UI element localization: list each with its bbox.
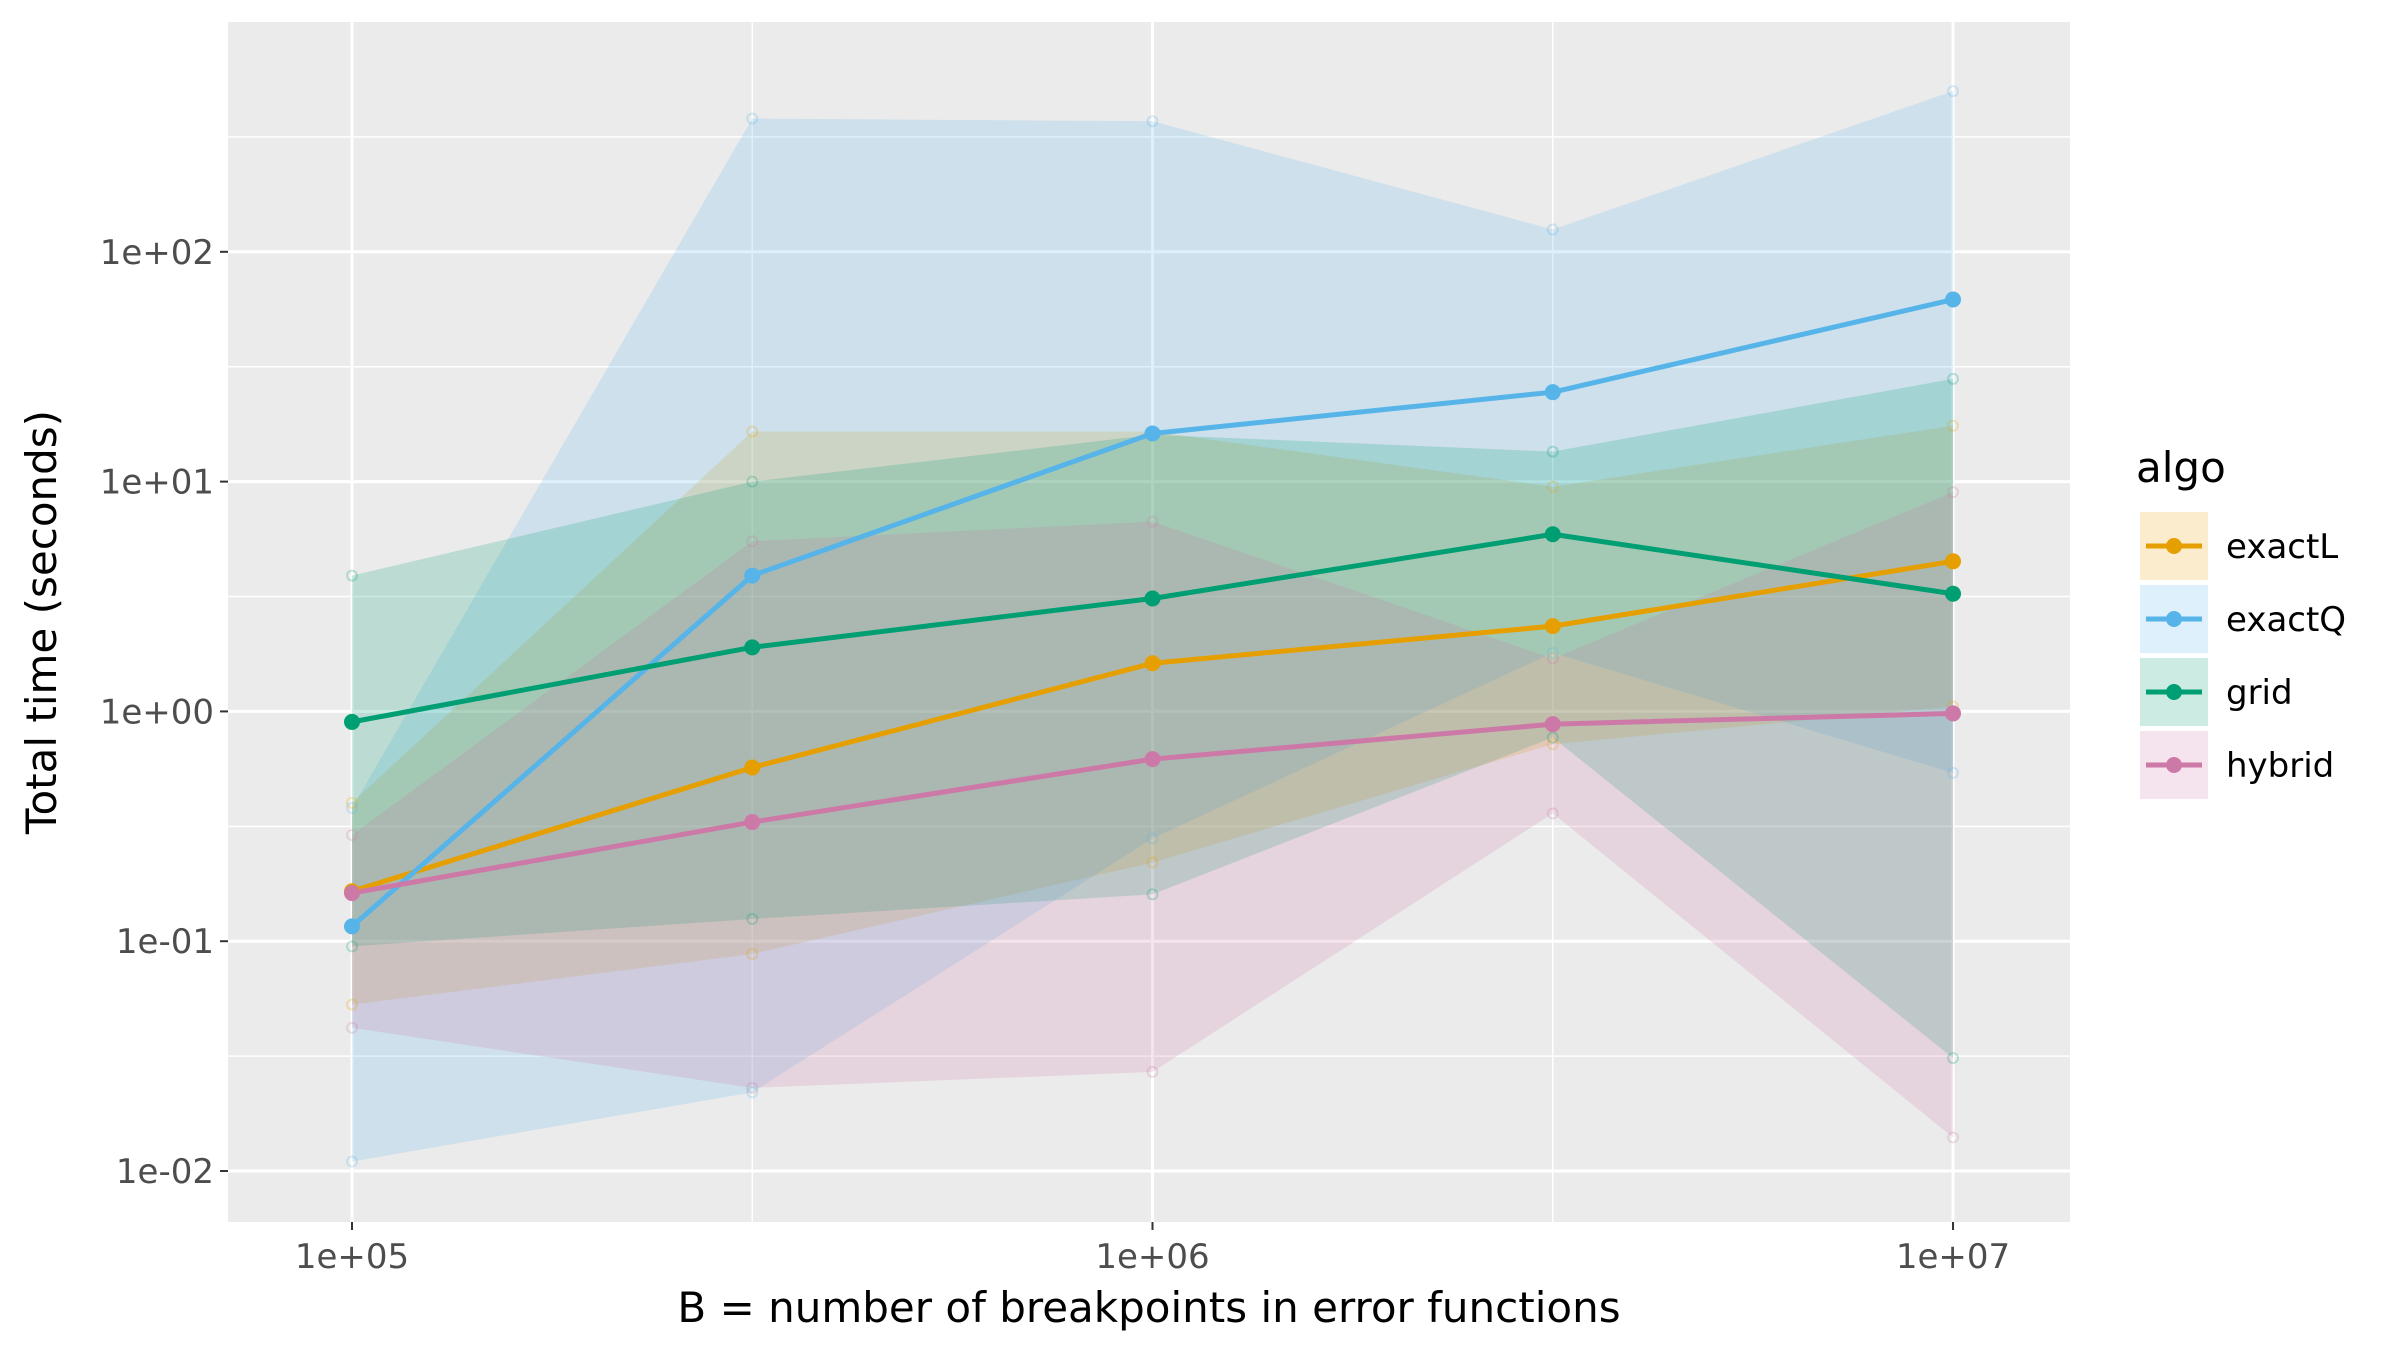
point-exactQ bbox=[344, 918, 361, 935]
ribbon-max-point-hybrid bbox=[1947, 486, 1960, 499]
x-tick-label: 1e+06 bbox=[1095, 1237, 1209, 1277]
point-grid bbox=[1544, 526, 1561, 543]
point-hybrid bbox=[1945, 705, 1962, 722]
point-exactQ bbox=[744, 567, 761, 584]
grid-major bbox=[228, 22, 2070, 1222]
point-hybrid bbox=[344, 885, 361, 902]
ribbon-max-point-exactQ bbox=[746, 112, 759, 125]
ribbon-max-point-exactQ bbox=[1546, 223, 1559, 236]
point-exactL bbox=[744, 759, 761, 776]
legend-key-point-exactQ bbox=[2166, 611, 2182, 627]
y-tick-label: 1e+00 bbox=[100, 692, 214, 732]
point-exactL bbox=[1144, 655, 1161, 672]
ribbon-max-point-exactL bbox=[1546, 480, 1559, 493]
point-exactQ bbox=[1945, 291, 1962, 308]
ribbon-min-point-grid bbox=[1947, 1052, 1960, 1065]
ribbon-min-point-hybrid bbox=[1546, 807, 1559, 820]
point-grid bbox=[744, 639, 761, 656]
series-points bbox=[344, 291, 1962, 935]
legend-key-point-exactL bbox=[2166, 538, 2182, 554]
ribbon-min-point-exactQ bbox=[1146, 832, 1159, 845]
ribbon-min-point-exactL bbox=[1546, 738, 1559, 751]
point-exactL bbox=[1945, 553, 1962, 570]
ribbon-max-point-exactL bbox=[746, 425, 759, 438]
ribbon-min-point-grid bbox=[746, 912, 759, 925]
ribbon-max-point-exactQ bbox=[346, 801, 359, 814]
ribbon-max-point-grid bbox=[1546, 445, 1559, 458]
ribbon-max-point-grid bbox=[1947, 372, 1960, 385]
point-hybrid bbox=[1544, 716, 1561, 733]
y-tick-label: 1e+02 bbox=[100, 233, 214, 273]
point-hybrid bbox=[744, 814, 761, 831]
ribbon-max-point-hybrid bbox=[1546, 652, 1559, 665]
point-grid bbox=[1144, 590, 1161, 607]
y-axis: 1e-02 1e-01 1e+00 1e+01 1e+02 bbox=[100, 233, 228, 1192]
legend-title: algo bbox=[2136, 443, 2226, 492]
x-tick-label: 1e+07 bbox=[1896, 1237, 2010, 1277]
ribbon-max-point-exactL bbox=[346, 796, 359, 809]
ribbon-max-point-grid bbox=[346, 569, 359, 582]
ribbon-max-point-grid bbox=[746, 475, 759, 488]
legend-label-exactL: exactL bbox=[2226, 527, 2338, 567]
ribbon-min-point-hybrid bbox=[1146, 1065, 1159, 1078]
point-exactL bbox=[1544, 618, 1561, 635]
ribbon-min-point-hybrid bbox=[346, 1021, 359, 1034]
plot-panel bbox=[228, 22, 2070, 1222]
ribbon-min-point-exactL bbox=[746, 947, 759, 960]
ribbon-min-point-exactQ bbox=[1546, 646, 1559, 659]
legend-key-point-hybrid bbox=[2166, 757, 2182, 773]
ribbon-max-point-hybrid bbox=[346, 828, 359, 841]
ribbon-max-point-exactQ bbox=[1947, 85, 1960, 98]
ribbon-min-point-exactL bbox=[1146, 856, 1159, 869]
ribbon-min-point-hybrid bbox=[746, 1081, 759, 1094]
ribbon-max-point-hybrid bbox=[746, 535, 759, 548]
legend-label-grid: grid bbox=[2226, 673, 2293, 713]
ribbon-min-point-hybrid bbox=[1947, 1131, 1960, 1144]
x-tick-label: 1e+05 bbox=[295, 1237, 409, 1277]
x-axis-title: B = number of breakpoints in error funct… bbox=[677, 1283, 1620, 1332]
ribbon-max-point-hybrid bbox=[1146, 515, 1159, 528]
point-exactQ bbox=[1144, 425, 1161, 442]
legend-label-exactQ: exactQ bbox=[2226, 600, 2346, 640]
legend-label-hybrid: hybrid bbox=[2226, 746, 2334, 786]
y-tick-label: 1e-02 bbox=[116, 1152, 214, 1192]
point-grid bbox=[344, 713, 361, 730]
point-exactQ bbox=[1544, 384, 1561, 401]
ribbon-min-point-exactQ bbox=[746, 1086, 759, 1099]
y-tick-label: 1e-01 bbox=[116, 922, 214, 962]
ribbon-min-point-grid bbox=[1546, 731, 1559, 744]
ribbon-max-point-exactQ bbox=[1146, 115, 1159, 128]
point-grid bbox=[1945, 585, 1962, 602]
legend-items: exactL exactQ grid hybrid bbox=[2140, 512, 2346, 799]
ribbon-min-point-grid bbox=[346, 940, 359, 953]
ribbon-min-point-exactQ bbox=[346, 1155, 359, 1168]
ribbon-min-point-grid bbox=[1146, 888, 1159, 901]
ribbon-exactQ bbox=[352, 91, 1954, 1162]
legend: algo exactL exactQ grid hybrid bbox=[2136, 443, 2346, 799]
ribbon-min-point-exactQ bbox=[1947, 766, 1960, 779]
ribbon-points bbox=[346, 85, 1960, 1168]
y-tick-label: 1e+01 bbox=[100, 463, 214, 503]
x-axis: 1e+05 1e+06 1e+07 bbox=[295, 1222, 2010, 1277]
ribbon-min-point-exactL bbox=[346, 998, 359, 1011]
point-hybrid bbox=[1144, 751, 1161, 768]
ribbon-grid bbox=[352, 378, 1954, 1059]
ribbons bbox=[352, 91, 1954, 1162]
ribbon-max-point-exactL bbox=[1947, 419, 1960, 432]
y-axis-title: Total time (seconds) bbox=[17, 410, 66, 835]
legend-key-point-grid bbox=[2166, 684, 2182, 700]
